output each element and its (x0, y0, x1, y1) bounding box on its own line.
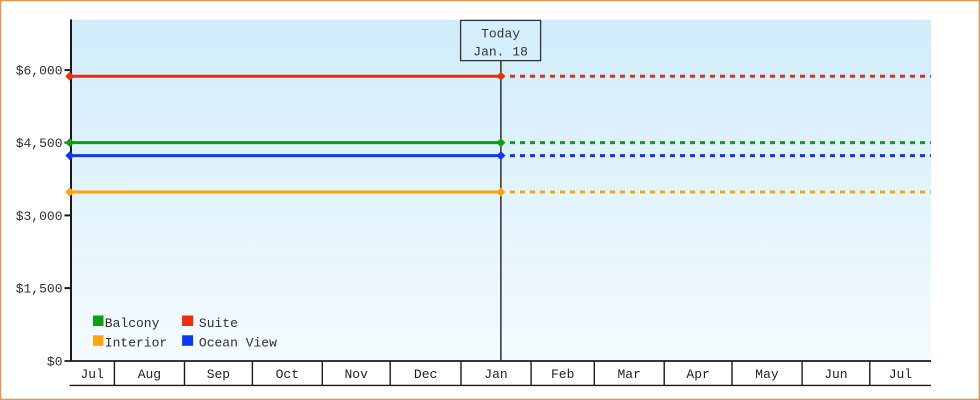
svg-text:$0: $0 (47, 354, 63, 369)
svg-text:Aug: Aug (138, 367, 161, 382)
svg-text:$1,500: $1,500 (16, 282, 63, 297)
svg-text:Mar: Mar (617, 367, 640, 382)
svg-text:Suite: Suite (199, 316, 238, 331)
svg-text:Jul: Jul (889, 367, 913, 382)
svg-text:Jul: Jul (80, 367, 104, 382)
svg-text:Apr: Apr (686, 367, 709, 382)
svg-text:Jan. 18: Jan. 18 (473, 45, 528, 60)
svg-text:Feb: Feb (551, 367, 574, 382)
svg-text:May: May (755, 367, 779, 382)
svg-text:Dec: Dec (414, 367, 437, 382)
svg-text:Oct: Oct (276, 367, 299, 382)
svg-text:Balcony: Balcony (105, 316, 160, 331)
svg-text:$6,000: $6,000 (16, 64, 63, 79)
svg-text:Sep: Sep (207, 367, 230, 382)
svg-text:Ocean View: Ocean View (199, 336, 277, 351)
svg-text:$4,500: $4,500 (16, 136, 63, 151)
svg-text:$3,000: $3,000 (16, 209, 63, 224)
svg-text:Today: Today (481, 26, 520, 41)
svg-text:Jan: Jan (484, 367, 507, 382)
svg-text:Interior: Interior (105, 336, 167, 351)
svg-text:Jun: Jun (824, 367, 847, 382)
svg-text:Nov: Nov (344, 367, 368, 382)
